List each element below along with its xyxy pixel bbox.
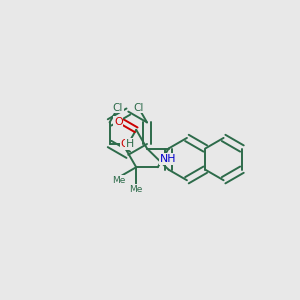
- Text: O: O: [120, 139, 129, 149]
- Text: H: H: [126, 139, 134, 149]
- Text: Me: Me: [130, 184, 143, 194]
- Text: O: O: [114, 116, 123, 127]
- Text: NH: NH: [160, 154, 176, 164]
- Text: Cl: Cl: [134, 103, 144, 113]
- Text: Me: Me: [112, 176, 126, 184]
- Text: Cl: Cl: [113, 103, 123, 113]
